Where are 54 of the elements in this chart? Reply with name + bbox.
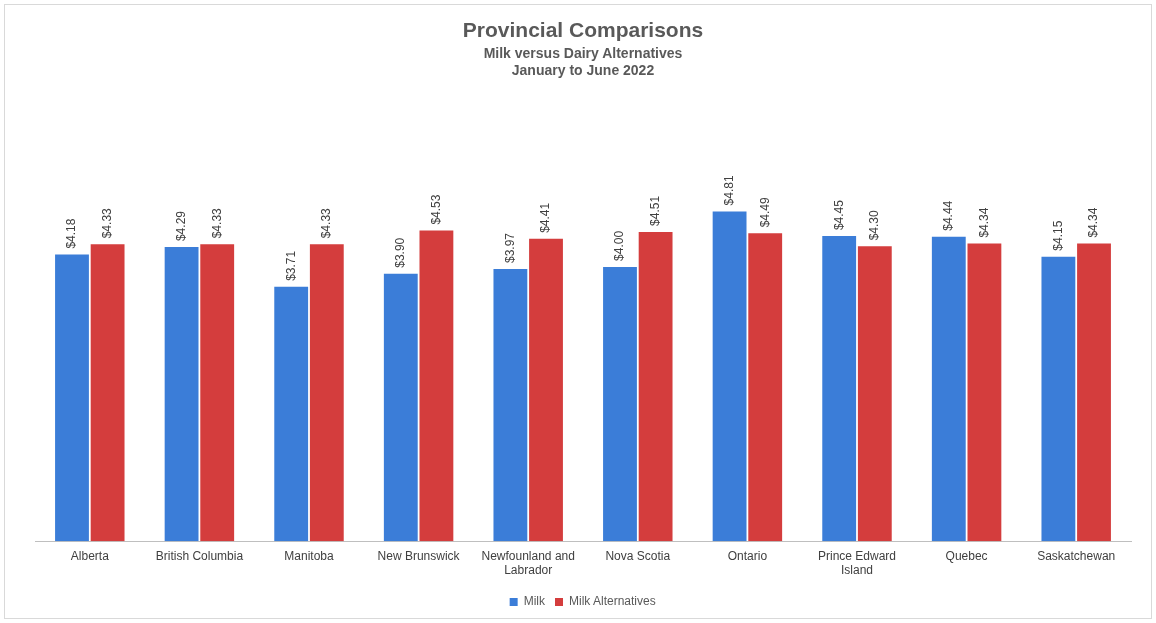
data-label: $4.29 xyxy=(173,210,188,242)
x-tick-label: Quebec xyxy=(945,548,988,563)
bar xyxy=(493,268,528,542)
data-label: $4.45 xyxy=(831,199,846,231)
bar xyxy=(638,231,673,542)
data-label: $4.34 xyxy=(976,207,991,238)
bar xyxy=(90,244,125,542)
data-label: $4.33 xyxy=(99,207,114,239)
x-tick-label: Alberta xyxy=(70,548,110,563)
x-tick-label: British Columbia xyxy=(155,548,244,563)
x-tick-label: Nova Scotia xyxy=(605,548,671,563)
bar xyxy=(1041,256,1076,542)
bar xyxy=(200,244,235,542)
bar xyxy=(164,247,199,542)
data-label: $4.00 xyxy=(612,230,627,261)
data-label: $4.44 xyxy=(941,200,956,231)
bar xyxy=(274,286,309,542)
data-label: $4.33 xyxy=(209,207,224,239)
bar xyxy=(309,244,344,542)
data-label: $4.41 xyxy=(538,202,553,233)
x-tick-label: Manitoba xyxy=(284,548,334,563)
bar xyxy=(383,273,418,542)
chart-title: Provincial Comparisons xyxy=(462,18,704,42)
data-label: $4.15 xyxy=(1050,220,1065,251)
x-tick-label: New Brunswick xyxy=(377,548,461,563)
data-label: $3.97 xyxy=(502,232,517,263)
legend-label: Milk Alternatives xyxy=(568,594,656,609)
data-label: $4.53 xyxy=(428,194,443,225)
data-label: $4.33 xyxy=(319,207,334,239)
data-label: $4.34 xyxy=(1086,207,1101,238)
data-label: $4.30 xyxy=(867,210,882,241)
data-label: $4.18 xyxy=(64,218,79,249)
legend-label: Milk xyxy=(523,594,546,609)
data-label: $4.81 xyxy=(721,175,736,206)
bar xyxy=(712,211,747,542)
x-tick-label: Newfounland and Labrador xyxy=(481,548,575,578)
data-label: $3.71 xyxy=(283,250,298,281)
bar xyxy=(967,243,1002,542)
bar xyxy=(1077,243,1111,542)
bar xyxy=(748,233,783,542)
x-tick-label: Prince Edward Island xyxy=(817,548,897,578)
chart-subtitle: Milk versus Dairy Alternatives January to June 2022 xyxy=(483,45,683,79)
data-label: $4.51 xyxy=(647,195,662,226)
data-label: $4.49 xyxy=(757,196,772,228)
x-tick-label: Saskatchewan xyxy=(1037,548,1116,563)
bar xyxy=(419,230,454,542)
bar xyxy=(822,236,857,542)
x-tick-label: Ontario xyxy=(727,548,768,563)
bar xyxy=(55,254,89,542)
bar xyxy=(529,238,563,542)
bar xyxy=(857,246,892,542)
bar xyxy=(603,266,637,542)
bar xyxy=(931,236,966,542)
data-label: $3.90 xyxy=(393,237,408,268)
